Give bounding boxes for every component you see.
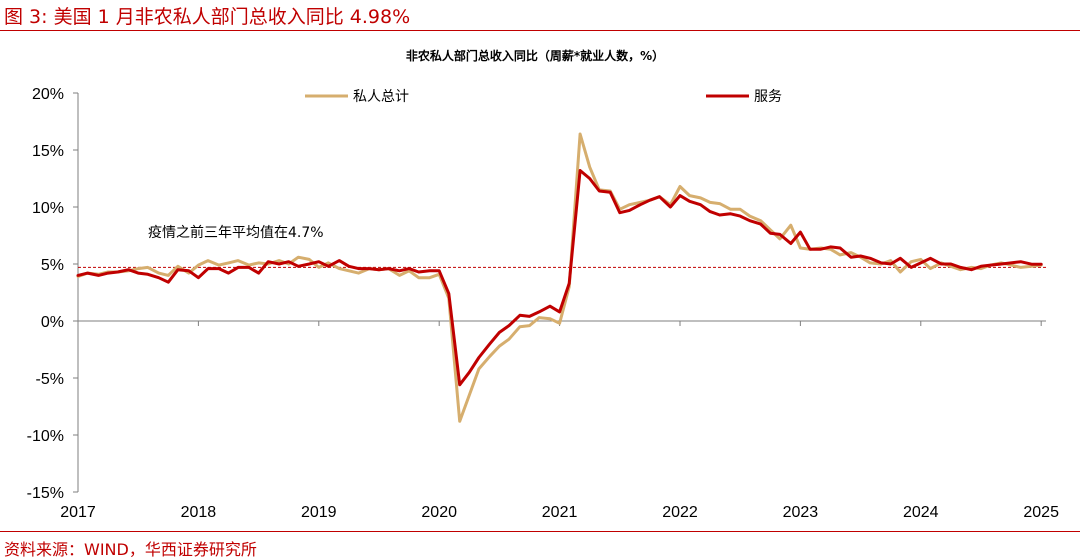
series-layer (76, 132, 1043, 423)
figure-title: 图 3: 美国 1 月非农私人部门总收入同比 4.98% (4, 6, 411, 28)
axes (77, 93, 1046, 492)
x-tick-label: 2021 (542, 504, 578, 521)
x-tick-label: 2023 (783, 504, 819, 521)
x-tick-label: 2022 (662, 504, 698, 521)
legend: 私人总计 服务 (305, 89, 782, 105)
x-tick-label: 2019 (301, 504, 337, 521)
series-line-private-total (76, 132, 1043, 423)
figure-top-rule (0, 30, 1080, 31)
x-tick-label: 2025 (1023, 504, 1059, 521)
y-tick-label: 10% (32, 200, 64, 217)
figure-bottom-rule (0, 531, 1080, 532)
chart-title: 非农私人部门总收入同比（周薪*就业人数，%） (406, 48, 664, 63)
y-tick-label: -5% (36, 371, 64, 388)
x-axis-ticks: 2017 2018 2019 2020 2021 2022 2023 2024 2025 (60, 321, 1059, 521)
series-line-services (76, 169, 1043, 387)
legend-label-private-total: 私人总计 (353, 89, 409, 105)
y-tick-label: 0% (41, 314, 64, 331)
y-axis-ticks: 20% 15% 10% 5% 0% -5% -10% -15% (27, 86, 78, 502)
y-tick-label: 5% (41, 257, 64, 274)
y-tick-label: -10% (27, 428, 64, 445)
x-tick-label: 2020 (421, 504, 457, 521)
chart-annotation: 疫情之前三年平均值在4.7% (148, 224, 324, 241)
y-tick-label: -15% (27, 485, 64, 502)
y-tick-label: 15% (32, 143, 64, 160)
x-tick-label: 2018 (181, 504, 217, 521)
x-tick-label: 2024 (903, 504, 939, 521)
legend-label-services: 服务 (754, 89, 782, 105)
source-note: 资料来源：WIND，华西证券研究所 (4, 540, 257, 559)
x-tick-label: 2017 (60, 504, 96, 521)
y-tick-label: 20% (32, 86, 64, 103)
